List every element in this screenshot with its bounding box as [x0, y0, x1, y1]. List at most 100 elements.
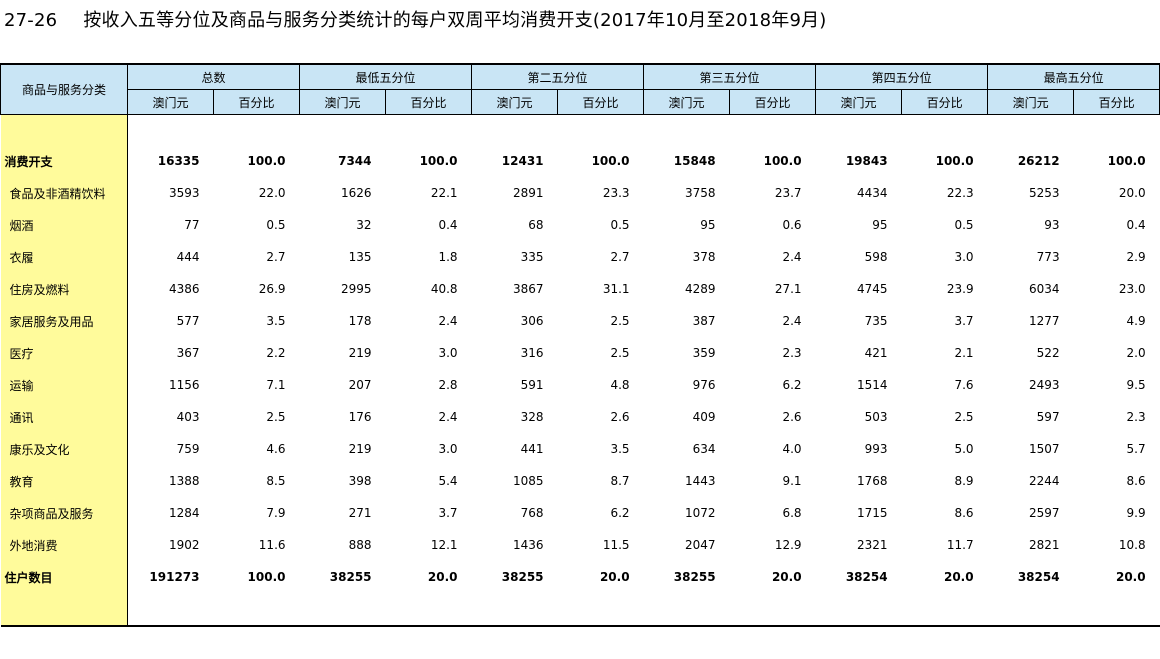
empty-cell [557, 593, 644, 627]
empty-cell [1073, 593, 1160, 627]
value-cell: 26212 [1017, 154, 1060, 168]
empty-cell [987, 593, 1074, 627]
header-group-q3: 第三五分位 [643, 63, 817, 90]
percent-cell: 2.0 [1126, 346, 1146, 360]
table-row: 运输 1156 7.1 207 2.8 591 4.8 976 6.2 1514 7.6 2493 9.… [0, 369, 1160, 401]
percent-cell: 2.9 [1126, 250, 1146, 264]
table-row: 消费开支 16335 100.0 7344 100.0 12431 100.0 15848 10… [0, 145, 1160, 177]
percent-cell: 0.4 [1126, 218, 1146, 232]
percent-cell: 8.9 [954, 474, 974, 488]
header-unit-percent: 百分比 [901, 89, 989, 115]
percent-cell: 1.8 [438, 250, 458, 264]
header-unit-percent: 百分比 [212, 89, 301, 115]
percent-cell: 3.0 [438, 442, 458, 456]
percent-cell: 6.8 [782, 506, 802, 520]
percent-cell: 3.0 [954, 250, 974, 264]
row-label: 康乐及文化 [0, 433, 128, 465]
percent-cell: 3.5 [610, 442, 630, 456]
percent-cell: 2.4 [438, 410, 458, 424]
percent-cell: 9.5 [1126, 378, 1146, 392]
value-cell: 976 [692, 378, 716, 392]
value-cell: 4745 [857, 282, 888, 296]
bottom-spacer-row [0, 593, 1160, 627]
header-group-q5: 最高五分位 [987, 63, 1160, 90]
percent-cell: 6.2 [610, 506, 630, 520]
value-cell: 1902 [168, 538, 200, 552]
header-group-q2: 第二五分位 [471, 63, 645, 90]
value-cell: 3593 [168, 186, 200, 200]
row-label: 住户数目 [0, 561, 128, 593]
value-cell: 759 [176, 442, 200, 456]
header-unit-value: 澳门元 [815, 89, 903, 115]
value-cell: 6034 [1029, 282, 1060, 296]
value-cell: 2493 [1029, 378, 1060, 392]
value-cell: 3758 [685, 186, 716, 200]
percent-cell: 20.0 [943, 570, 974, 584]
value-cell: 1085 [512, 474, 544, 488]
value-cell: 271 [348, 506, 372, 520]
value-cell: 773 [1036, 250, 1060, 264]
header-unit-value: 澳门元 [299, 89, 387, 115]
table-row: 外地消费 1902 11.6 888 12.1 1436 11.5 2047 12.9 2321 1… [0, 529, 1160, 561]
percent-cell: 23.7 [774, 186, 802, 200]
percent-cell: 0.5 [266, 218, 286, 232]
value-cell: 93 [1044, 218, 1060, 232]
value-cell: 77 [184, 218, 200, 232]
percent-cell: 3.7 [954, 314, 974, 328]
empty-cell [902, 115, 988, 146]
value-cell: 135 [348, 250, 372, 264]
value-cell: 522 [1036, 346, 1060, 360]
value-cell: 178 [348, 314, 372, 328]
percent-cell: 23.3 [602, 186, 630, 200]
row-label: 烟酒 [0, 209, 128, 241]
percent-cell: 2.7 [266, 250, 286, 264]
value-cell: 335 [520, 250, 544, 264]
row-label: 食品及非酒精饮料 [0, 177, 128, 209]
value-cell: 1514 [857, 378, 888, 392]
empty-cell [471, 593, 558, 627]
table-title: 按收入五等分位及商品与服务分类统计的每户双周平均消费开支(2017年10月至20… [83, 10, 827, 31]
percent-cell: 0.6 [782, 218, 802, 232]
percent-cell: 2.4 [438, 314, 458, 328]
value-cell: 306 [520, 314, 544, 328]
header-stub: 商品与服务分类 [0, 63, 128, 115]
percent-cell: 26.9 [258, 282, 286, 296]
percent-cell: 0.5 [954, 218, 974, 232]
percent-cell: 100.0 [247, 570, 286, 584]
percent-cell: 6.2 [782, 378, 802, 392]
value-cell: 176 [348, 410, 372, 424]
value-cell: 16335 [157, 154, 200, 168]
percent-cell: 9.9 [1126, 506, 1146, 520]
percent-cell: 23.0 [1118, 282, 1146, 296]
value-cell: 577 [176, 314, 200, 328]
empty-cell [386, 115, 472, 146]
percent-cell: 31.1 [602, 282, 630, 296]
value-cell: 328 [520, 410, 544, 424]
row-label: 衣履 [0, 241, 128, 273]
value-cell: 95 [872, 218, 888, 232]
percent-cell: 11.5 [602, 538, 630, 552]
empty-cell [214, 115, 300, 146]
empty-cell [127, 593, 214, 627]
percent-cell: 7.9 [266, 506, 286, 520]
header-row-groups: 商品与服务分类 总数 最低五分位 第二五分位 第三五分位 第四五分位 最高五分位 [0, 63, 1160, 115]
value-cell: 367 [176, 346, 200, 360]
header-unit-percent: 百分比 [1073, 89, 1160, 115]
table-row: 烟酒 77 0.5 32 0.4 68 0.5 95 0.6 95 0.5 93 0.4 [0, 209, 1160, 241]
value-cell: 2321 [857, 538, 888, 552]
header-row-units: 澳门元 百分比 澳门元 百分比 澳门元 百分比 澳门元 百分比 澳门元 百分比 … [1, 89, 1160, 115]
value-cell: 68 [528, 218, 544, 232]
empty-cell [213, 593, 300, 627]
value-cell: 2891 [512, 186, 544, 200]
header-unit-value: 澳门元 [987, 89, 1075, 115]
percent-cell: 2.7 [610, 250, 630, 264]
empty-cell [816, 115, 902, 146]
percent-cell: 8.5 [266, 474, 286, 488]
header-group-q1: 最低五分位 [299, 63, 473, 90]
percent-cell: 100.0 [1107, 154, 1146, 168]
value-cell: 38254 [845, 570, 888, 584]
percent-cell: 4.0 [782, 442, 802, 456]
percent-cell: 7.1 [266, 378, 286, 392]
consumption-table: 商品与服务分类 总数 最低五分位 第二五分位 第三五分位 第四五分位 最高五分位… [0, 63, 1160, 627]
empty-cell [644, 115, 730, 146]
